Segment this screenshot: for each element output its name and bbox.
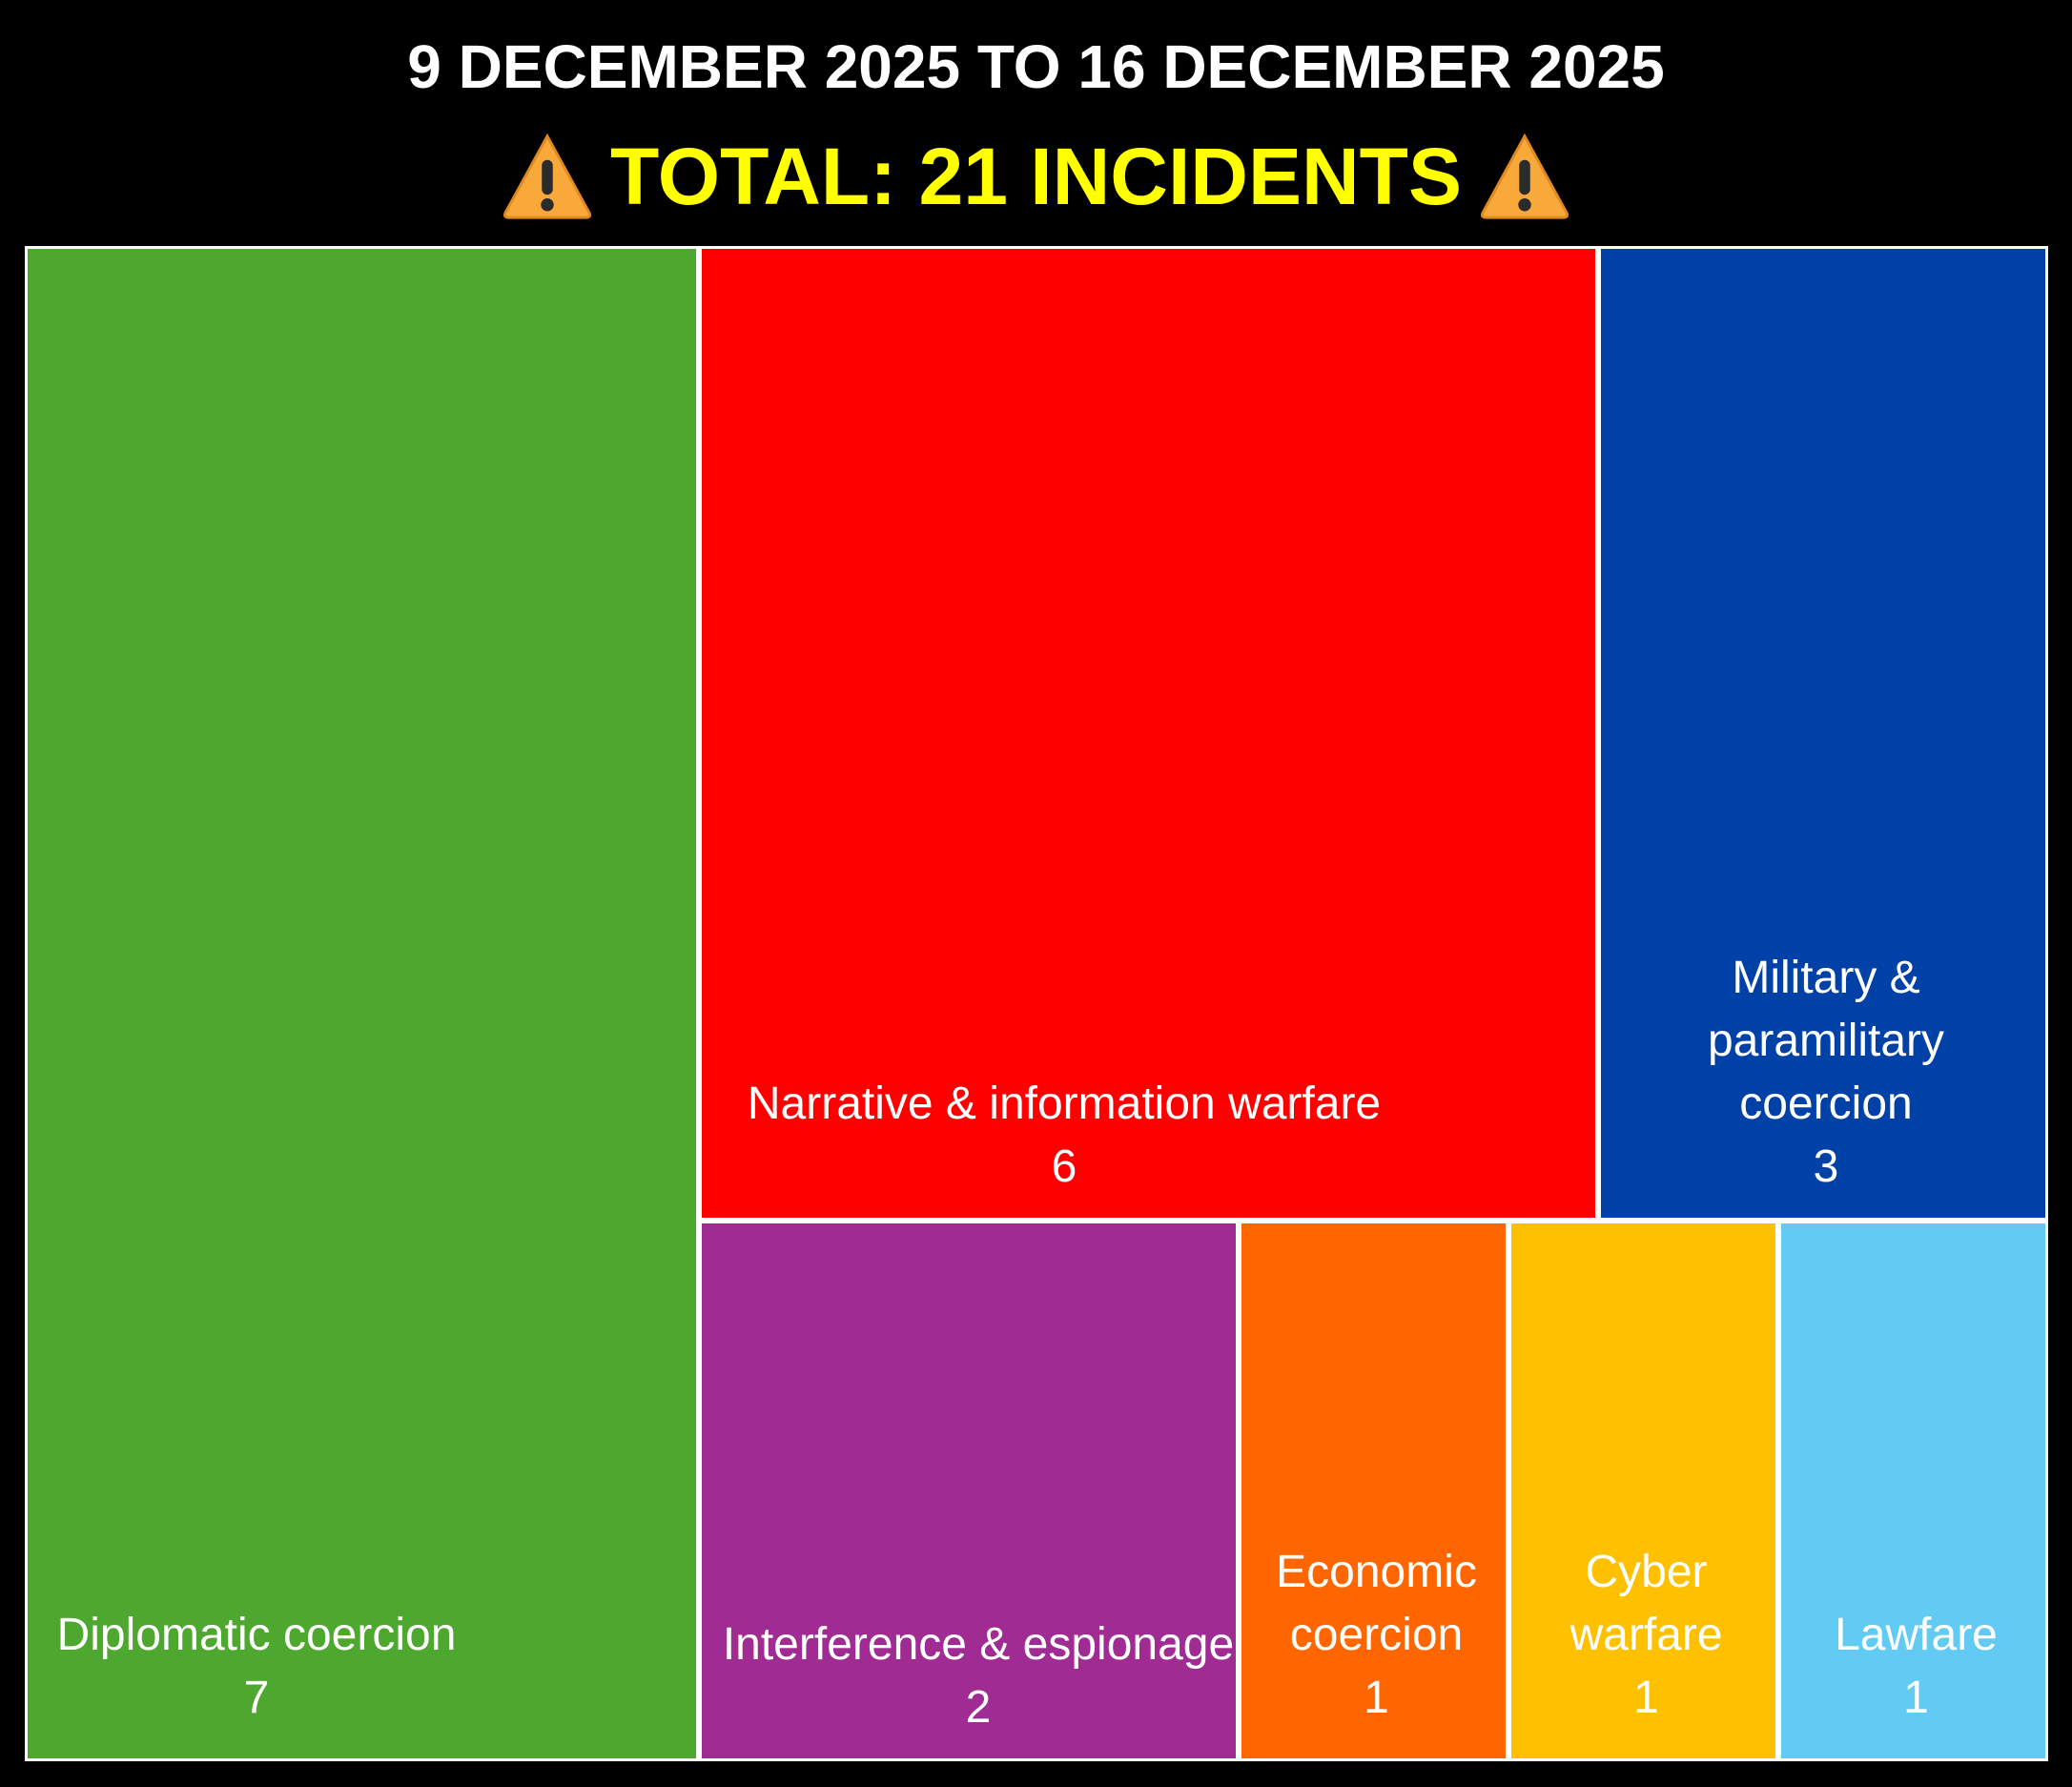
tile-label: Lawfare 1	[1791, 1604, 2041, 1730]
subtitle-text: TOTAL: 21 INCIDENTS	[610, 132, 1462, 221]
tile-name: Cyber warfare	[1569, 1547, 1723, 1660]
tile-value: 6	[1051, 1141, 1077, 1192]
tile-economic-coercion: Economic coercion 1	[1239, 1221, 1508, 1761]
tile-label: Economic coercion 1	[1251, 1541, 1502, 1730]
tile-value: 3	[1813, 1141, 1839, 1192]
tile-label: Diplomatic coercion 7	[47, 1604, 466, 1730]
tile-label: Narrative & information warfare 6	[721, 1073, 1407, 1199]
warning-icon	[503, 133, 592, 219]
tile-label: Military & paramilitary coercion 3	[1610, 947, 2041, 1199]
tile-lawfare: Lawfare 1	[1778, 1221, 2048, 1761]
tile-name: Diplomatic coercion	[56, 1610, 457, 1660]
tile-interference-and-espionage: Interference & espionage 2	[699, 1221, 1239, 1761]
warning-icon	[1480, 133, 1569, 219]
tile-label: Cyber warfare 1	[1521, 1541, 1772, 1730]
tile-value: 1	[1364, 1673, 1389, 1723]
chart-title: 9 DECEMBER 2025 TO 16 DECEMBER 2025	[407, 32, 1665, 101]
tile-name: Lawfare	[1835, 1610, 1998, 1660]
tile-value: 2	[965, 1682, 992, 1733]
tile-name: Military & paramilitary coercion	[1707, 953, 1945, 1129]
tile-cyber-warfare: Cyber warfare 1	[1508, 1221, 1778, 1761]
tile-name: Narrative & information warfare	[747, 1078, 1382, 1129]
tile-name: Economic coercion	[1276, 1547, 1477, 1660]
tile-diplomatic-coercion: Diplomatic coercion 7	[25, 246, 699, 1761]
tile-value: 1	[1903, 1673, 1929, 1723]
tile-value: 7	[243, 1673, 270, 1723]
treemap: Diplomatic coercion 7 Narrative & informat…	[25, 246, 2048, 1761]
tile-narrative-and-information-warfare: Narrative & information warfare 6	[699, 246, 1598, 1221]
tile-name: Interference & espionage	[722, 1619, 1235, 1670]
chart-subtitle: TOTAL: 21 INCIDENTS	[0, 124, 2072, 229]
tile-military-and-paramilitary-coercion: Military & paramilitary coercion 3	[1598, 246, 2048, 1221]
tile-label: Interference & espionage 2	[721, 1613, 1236, 1739]
tile-value: 1	[1633, 1673, 1659, 1723]
